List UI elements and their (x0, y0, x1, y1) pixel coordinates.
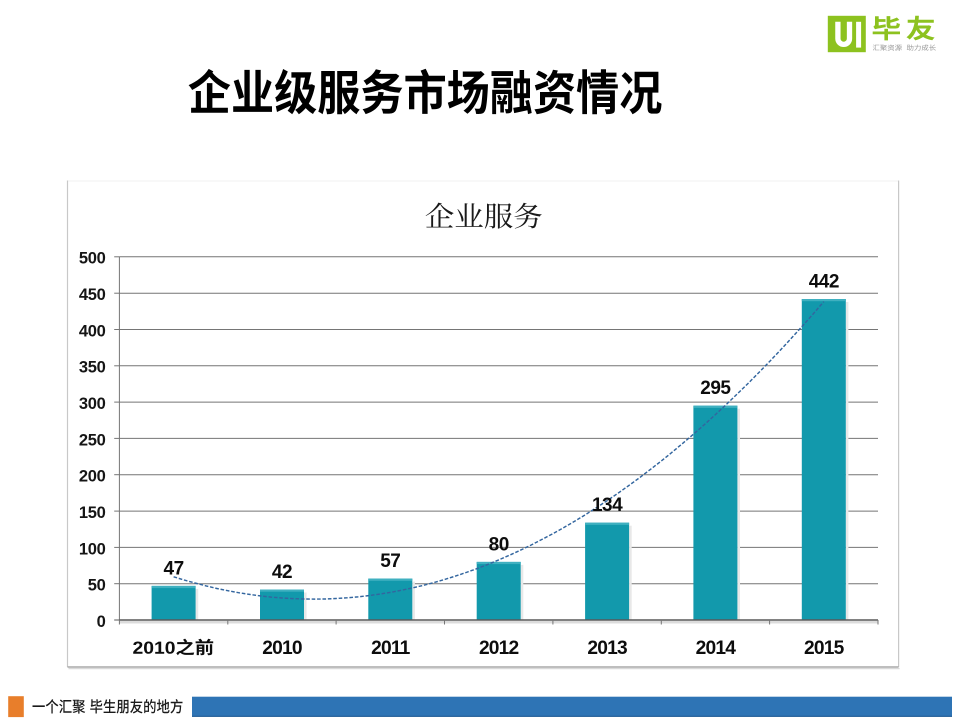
svg-text:57: 57 (380, 551, 400, 572)
svg-text:2013: 2013 (587, 638, 627, 659)
svg-text:42: 42 (272, 562, 292, 583)
svg-text:442: 442 (809, 272, 839, 293)
svg-text:150: 150 (79, 504, 106, 522)
svg-text:350: 350 (79, 359, 106, 377)
svg-text:100: 100 (79, 540, 106, 558)
svg-text:250: 250 (79, 431, 106, 449)
svg-text:300: 300 (79, 395, 106, 413)
svg-text:400: 400 (79, 322, 106, 340)
svg-text:2015: 2015 (804, 638, 845, 659)
svg-text:295: 295 (700, 378, 731, 399)
svg-text:200: 200 (79, 468, 106, 486)
svg-text:2011: 2011 (371, 638, 411, 659)
svg-text:0: 0 (97, 613, 106, 631)
svg-text:2012: 2012 (479, 638, 519, 659)
svg-text:134: 134 (592, 495, 623, 516)
svg-text:2014: 2014 (696, 638, 737, 659)
svg-text:47: 47 (164, 558, 184, 579)
svg-text:50: 50 (88, 577, 106, 595)
svg-text:450: 450 (79, 286, 106, 304)
svg-text:2010: 2010 (262, 638, 302, 659)
svg-text:80: 80 (489, 534, 509, 555)
svg-text:500: 500 (79, 250, 106, 268)
